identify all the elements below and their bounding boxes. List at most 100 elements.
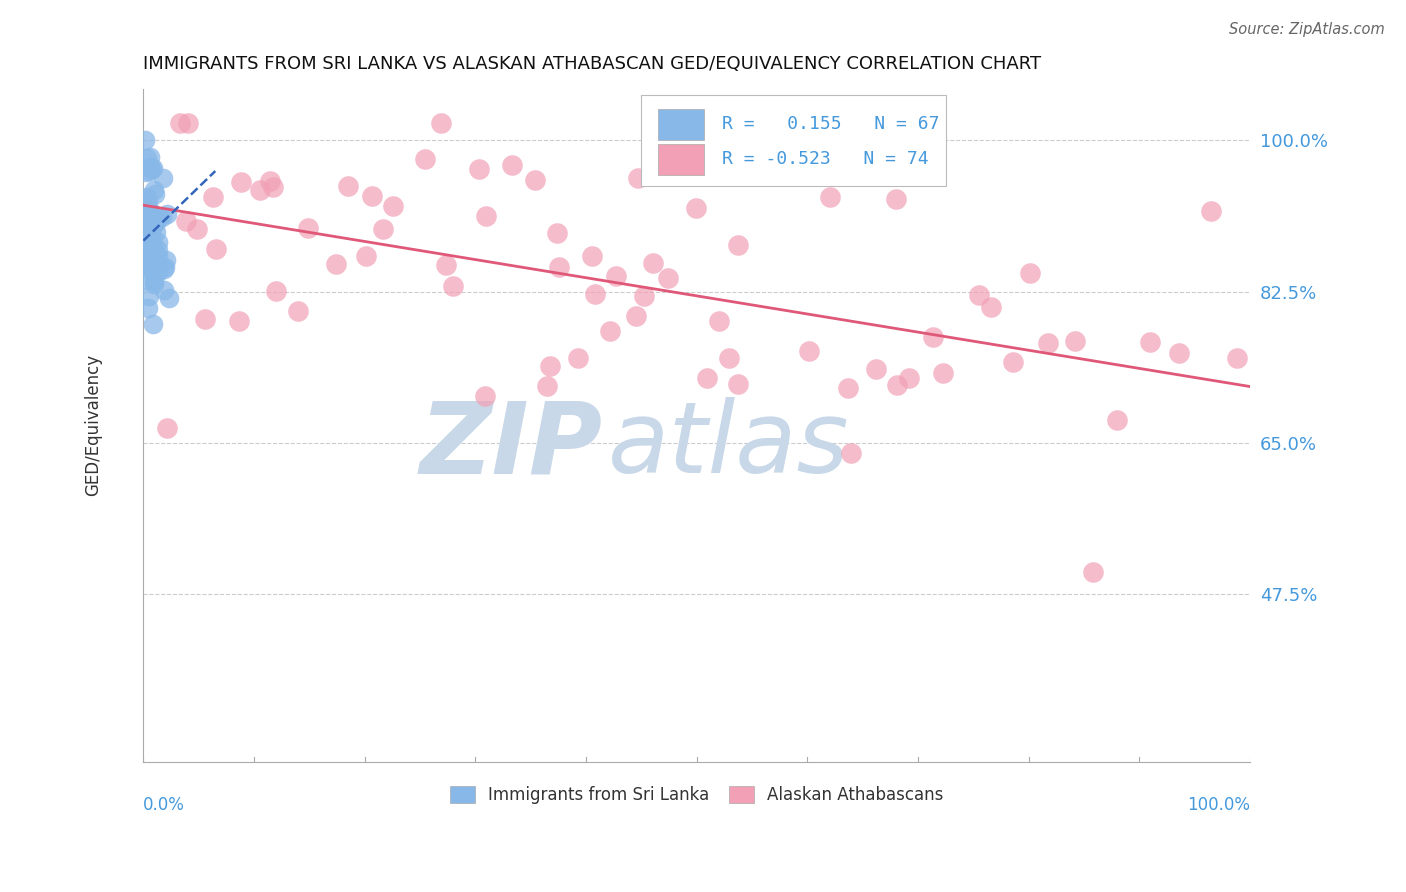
Point bbox=[136, 219, 159, 234]
Point bbox=[142, 317, 165, 331]
Point bbox=[153, 260, 176, 274]
Point bbox=[135, 202, 157, 217]
Point bbox=[430, 116, 453, 130]
Point bbox=[264, 284, 287, 298]
Point bbox=[228, 314, 250, 328]
Point bbox=[967, 288, 990, 302]
Point bbox=[1002, 354, 1025, 368]
Text: 100.0%: 100.0% bbox=[1187, 796, 1250, 814]
Point bbox=[356, 249, 378, 263]
Point bbox=[371, 222, 394, 236]
FancyBboxPatch shape bbox=[658, 144, 704, 175]
Point bbox=[648, 132, 671, 146]
Point bbox=[136, 195, 159, 210]
Point bbox=[148, 249, 170, 263]
Point bbox=[150, 210, 173, 224]
Text: R = -0.523   N = 74: R = -0.523 N = 74 bbox=[723, 151, 929, 169]
Point bbox=[707, 314, 730, 328]
Point bbox=[818, 190, 841, 204]
Point bbox=[134, 191, 156, 205]
Point bbox=[146, 243, 169, 257]
Point bbox=[1107, 412, 1129, 426]
Point bbox=[146, 235, 169, 250]
Point bbox=[139, 150, 162, 164]
Point bbox=[141, 255, 163, 269]
Point bbox=[415, 153, 437, 167]
Point bbox=[142, 277, 165, 291]
Point bbox=[139, 213, 162, 227]
Point bbox=[186, 221, 208, 235]
Point bbox=[259, 174, 281, 188]
Point bbox=[141, 260, 163, 275]
Legend: Immigrants from Sri Lanka, Alaskan Athabascans: Immigrants from Sri Lanka, Alaskan Athab… bbox=[443, 780, 950, 811]
Point bbox=[567, 351, 589, 365]
Point bbox=[886, 377, 908, 392]
FancyBboxPatch shape bbox=[641, 95, 946, 186]
Point bbox=[921, 330, 943, 344]
Point bbox=[467, 162, 489, 177]
Point bbox=[538, 359, 561, 373]
Point bbox=[134, 236, 156, 251]
Point bbox=[141, 247, 163, 261]
Point bbox=[138, 223, 160, 237]
Point bbox=[229, 176, 252, 190]
Point bbox=[1201, 204, 1223, 219]
Text: Source: ZipAtlas.com: Source: ZipAtlas.com bbox=[1229, 22, 1385, 37]
Point bbox=[605, 268, 627, 283]
Point bbox=[153, 283, 176, 297]
Point bbox=[624, 309, 647, 323]
Point bbox=[627, 171, 650, 186]
Point bbox=[501, 158, 523, 172]
Point bbox=[980, 300, 1002, 314]
Point bbox=[897, 371, 920, 385]
Point bbox=[134, 246, 156, 260]
Point bbox=[136, 242, 159, 256]
Point bbox=[134, 250, 156, 264]
Point bbox=[145, 225, 167, 239]
Point bbox=[884, 192, 907, 206]
Text: atlas: atlas bbox=[609, 397, 849, 494]
Point bbox=[685, 201, 707, 215]
Text: GED/Equivalency: GED/Equivalency bbox=[84, 354, 103, 497]
Point bbox=[142, 219, 165, 233]
Point bbox=[287, 304, 309, 318]
Point bbox=[434, 258, 457, 272]
Point bbox=[142, 254, 165, 268]
Point bbox=[156, 421, 179, 435]
Point bbox=[1083, 565, 1105, 579]
Point bbox=[177, 116, 200, 130]
Point bbox=[441, 279, 464, 293]
Point bbox=[641, 256, 664, 270]
Point bbox=[547, 260, 569, 274]
Point bbox=[262, 180, 284, 194]
Point bbox=[474, 389, 496, 403]
Point bbox=[142, 274, 165, 288]
Point bbox=[583, 286, 606, 301]
Point bbox=[142, 236, 165, 251]
Point bbox=[138, 227, 160, 242]
Point bbox=[536, 379, 558, 393]
Point bbox=[138, 301, 160, 316]
Point bbox=[249, 183, 271, 197]
Point bbox=[132, 198, 155, 212]
Point bbox=[146, 265, 169, 279]
Point bbox=[202, 190, 225, 204]
Point bbox=[727, 238, 749, 252]
Point bbox=[382, 199, 405, 213]
Point bbox=[727, 377, 749, 392]
Point bbox=[139, 160, 162, 174]
Point bbox=[135, 257, 157, 271]
Point bbox=[145, 215, 167, 229]
Point bbox=[132, 214, 155, 228]
Point bbox=[152, 171, 174, 186]
Point bbox=[134, 133, 156, 147]
Point bbox=[139, 252, 162, 266]
Point bbox=[141, 161, 163, 176]
Point bbox=[156, 207, 179, 221]
Point bbox=[696, 371, 718, 385]
Point bbox=[134, 247, 156, 261]
Point bbox=[1036, 336, 1059, 351]
Point bbox=[135, 190, 157, 204]
Point bbox=[134, 246, 156, 260]
Point bbox=[139, 263, 162, 277]
